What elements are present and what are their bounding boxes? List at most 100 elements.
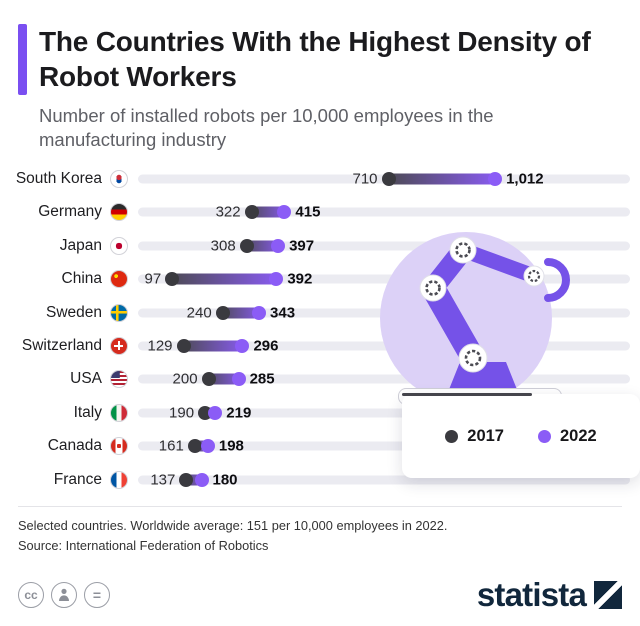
country-name: Japan bbox=[59, 236, 102, 254]
footnote-source: Source: International Federation of Robo… bbox=[18, 538, 269, 554]
dot-2022 bbox=[231, 372, 246, 387]
footnote-note: Selected countries. Worldwide average: 1… bbox=[18, 518, 448, 534]
chart-row: China 97 392 bbox=[0, 263, 640, 296]
chart-subtitle: Number of installed robots per 10,000 em… bbox=[39, 104, 494, 150]
chart-row: Germany 322 415 bbox=[0, 196, 640, 229]
value-2017: 240 bbox=[186, 304, 212, 322]
value-2022: 180 bbox=[212, 471, 238, 489]
country-label: Japan bbox=[0, 236, 138, 255]
dot-2017 bbox=[165, 272, 180, 287]
dot-2022 bbox=[488, 172, 503, 187]
chart-row: France 137 180 bbox=[0, 463, 640, 496]
value-2017: 710 bbox=[352, 170, 378, 188]
bar-segment bbox=[240, 240, 285, 252]
chart-title: The Countries With the Highest Density o… bbox=[39, 26, 591, 93]
value-2017: 308 bbox=[210, 237, 236, 255]
country-name: Switzerland bbox=[21, 336, 102, 354]
country-label: Sweden bbox=[0, 303, 138, 322]
value-2017: 200 bbox=[172, 370, 198, 388]
bar-segment bbox=[382, 173, 502, 185]
dot-2022 bbox=[271, 238, 286, 253]
legend-dot-2022 bbox=[538, 429, 551, 443]
country-label: Germany bbox=[0, 203, 138, 222]
dot-2022 bbox=[252, 305, 267, 320]
country-name: Canada bbox=[47, 437, 102, 455]
bar-area: 322 415 bbox=[138, 196, 632, 229]
country-label: China bbox=[0, 270, 138, 289]
legend-label-2022: 2022 bbox=[560, 426, 597, 445]
chart-row: Canada 161 198 bbox=[0, 429, 640, 462]
footnotes: Selected countries. Worldwide average: 1… bbox=[18, 506, 622, 556]
license-badges: cc = bbox=[18, 582, 110, 608]
dot-2022 bbox=[208, 405, 223, 420]
flag-cn-icon bbox=[110, 270, 128, 289]
flag-fr-icon bbox=[110, 470, 128, 489]
chart-row: Switzerland 129 296 bbox=[0, 329, 640, 362]
country-label: Italy bbox=[0, 403, 138, 422]
flag-kr-icon bbox=[110, 170, 128, 189]
value-2022: 296 bbox=[253, 337, 279, 355]
flag-it-icon bbox=[110, 403, 128, 422]
bar-area: 161 198 bbox=[138, 429, 632, 462]
value-2022: 1,012 bbox=[506, 170, 544, 188]
bar-area: 240 343 bbox=[138, 296, 632, 329]
country-label: France bbox=[0, 470, 138, 489]
bar-segment bbox=[166, 273, 283, 285]
cc-icon[interactable]: cc bbox=[18, 582, 44, 608]
value-2022: 343 bbox=[270, 304, 296, 322]
bar-area: 710 1,012 bbox=[138, 162, 632, 195]
legend-item-2022: 2022 bbox=[538, 427, 597, 446]
flag-se-icon bbox=[110, 303, 128, 322]
flag-ca-icon bbox=[110, 437, 128, 456]
value-2022: 219 bbox=[226, 404, 252, 422]
value-2022: 397 bbox=[289, 237, 315, 255]
attribution-icon[interactable] bbox=[51, 582, 77, 608]
bar-track bbox=[138, 441, 630, 451]
bar-track bbox=[138, 207, 630, 217]
country-name: South Korea bbox=[15, 170, 102, 188]
legend: 2017 2022 bbox=[402, 393, 640, 479]
statista-logo-mark bbox=[594, 581, 622, 609]
value-2017: 129 bbox=[147, 337, 173, 355]
bar-area: 129 296 bbox=[138, 329, 632, 362]
value-2017: 161 bbox=[158, 437, 184, 455]
dot-2022 bbox=[269, 272, 284, 287]
value-2017: 322 bbox=[215, 203, 241, 221]
legend-dot-2017 bbox=[445, 429, 459, 443]
country-name: Sweden bbox=[45, 303, 102, 321]
statista-logo[interactable]: statista bbox=[477, 576, 622, 614]
chart: South Korea 710 1,012 Germany 322 415 Japan 308… bbox=[0, 162, 640, 498]
header: The Countries With the Highest Density o… bbox=[0, 0, 640, 95]
statista-logo-text: statista bbox=[476, 576, 587, 613]
dot-2017 bbox=[239, 238, 254, 253]
legend-topline bbox=[402, 393, 532, 397]
value-2017: 190 bbox=[169, 404, 195, 422]
bottom-bar: cc = statista bbox=[0, 576, 640, 614]
bar-track bbox=[138, 308, 630, 318]
country-label: USA bbox=[0, 370, 138, 389]
flag-ch-icon bbox=[110, 336, 128, 355]
dot-2017 bbox=[381, 172, 396, 187]
bar-track bbox=[138, 475, 630, 485]
value-2022: 198 bbox=[218, 437, 244, 455]
chart-row: Japan 308 397 bbox=[0, 229, 640, 262]
bar-segment bbox=[216, 307, 266, 319]
dot-2017 bbox=[244, 205, 259, 220]
chart-row: Sweden 240 343 bbox=[0, 296, 640, 329]
value-2017: 137 bbox=[150, 471, 176, 489]
bar-segment bbox=[180, 474, 208, 486]
flag-jp-icon bbox=[110, 236, 128, 255]
country-label: Canada bbox=[0, 437, 138, 456]
country-name: USA bbox=[70, 370, 102, 388]
bar-segment bbox=[245, 206, 291, 218]
country-name: Italy bbox=[73, 403, 102, 421]
flag-us-icon bbox=[110, 370, 128, 389]
dot-2022 bbox=[277, 205, 292, 220]
dot-2022 bbox=[235, 338, 250, 353]
bar-area: 97 392 bbox=[138, 263, 632, 296]
country-name: Germany bbox=[38, 203, 102, 221]
nd-icon[interactable]: = bbox=[84, 582, 110, 608]
value-2022: 415 bbox=[295, 203, 321, 221]
bar-area: 190 219 bbox=[138, 396, 632, 429]
country-name: France bbox=[53, 470, 102, 488]
